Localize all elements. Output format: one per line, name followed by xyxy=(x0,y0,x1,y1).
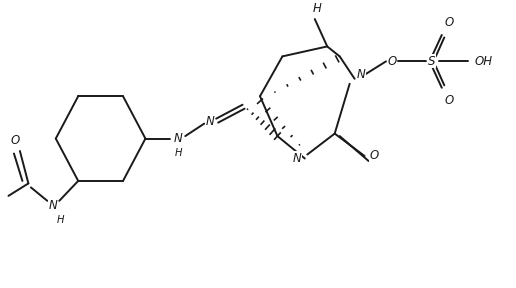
Text: N: N xyxy=(206,115,215,128)
Text: OH: OH xyxy=(474,55,492,68)
Text: H: H xyxy=(57,215,64,225)
Text: O: O xyxy=(388,55,397,68)
Text: O: O xyxy=(370,149,379,162)
Text: O: O xyxy=(445,16,454,29)
Text: N: N xyxy=(173,132,182,145)
Text: H: H xyxy=(313,1,321,15)
Text: N: N xyxy=(293,152,302,165)
Text: S: S xyxy=(428,55,436,68)
Text: N: N xyxy=(356,68,365,81)
Text: O: O xyxy=(445,94,454,107)
Text: O: O xyxy=(10,134,20,147)
Text: H: H xyxy=(175,147,183,158)
Text: N: N xyxy=(49,199,58,212)
